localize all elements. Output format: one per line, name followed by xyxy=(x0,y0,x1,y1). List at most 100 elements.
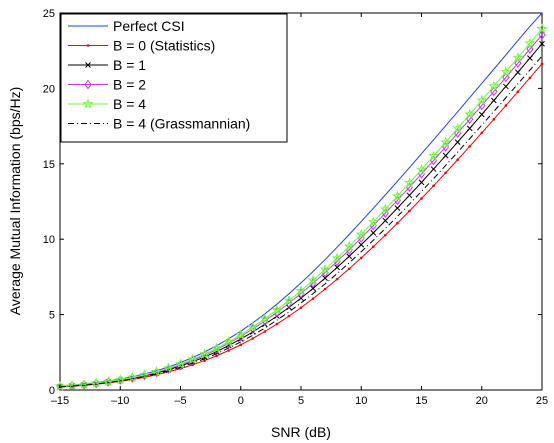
data-point xyxy=(82,98,94,109)
x-tick-label: 10 xyxy=(355,395,367,407)
data-point xyxy=(504,104,508,107)
data-point xyxy=(480,131,484,135)
data-point xyxy=(396,221,399,225)
data-point xyxy=(515,69,521,76)
legend-entry: B = 2 xyxy=(68,77,146,93)
data-point xyxy=(346,253,353,260)
x-tick-label: 0 xyxy=(238,395,244,407)
legend-label: B = 2 xyxy=(113,77,146,93)
data-point xyxy=(404,177,415,188)
data-point xyxy=(502,83,509,90)
data-point xyxy=(514,58,522,69)
x-tick-label: 20 xyxy=(476,395,488,407)
data-point xyxy=(85,62,91,68)
data-point xyxy=(90,377,102,388)
data-point xyxy=(384,233,387,237)
data-point xyxy=(444,171,447,175)
data-point xyxy=(84,79,92,90)
x-tick-label: 15 xyxy=(415,395,427,407)
data-point xyxy=(235,329,247,340)
axis-ticks: –15 –10 –5 0 5 10 15 20 25 0 5 10 15 20 25 xyxy=(43,8,548,407)
legend-entry: B = 4 (Grassmannian) xyxy=(68,116,250,132)
data-point xyxy=(322,275,328,281)
data-point xyxy=(516,90,520,94)
data-point xyxy=(380,203,391,214)
data-point xyxy=(319,263,331,275)
data-point xyxy=(295,285,307,296)
legend: Perfect CSI B = 0 (Statistics) B = 1 B = 2 B… xyxy=(60,13,288,143)
data-point xyxy=(476,94,488,105)
legend-entries: Perfect CSI B = 0 (Statistics) B = 1 B = 2 B… xyxy=(68,18,250,132)
data-point xyxy=(502,72,510,83)
data-point xyxy=(538,30,546,40)
y-tick-label: 20 xyxy=(43,83,55,95)
data-point xyxy=(408,209,411,213)
data-point xyxy=(456,158,459,162)
data-point xyxy=(540,62,544,66)
data-point xyxy=(392,190,403,201)
data-point xyxy=(310,285,316,292)
data-point xyxy=(66,380,78,391)
data-point xyxy=(416,163,427,175)
legend-entry: B = 0 (Statistics) xyxy=(68,38,215,54)
data-point xyxy=(528,76,532,80)
legend-label: B = 0 (Statistics) xyxy=(113,38,215,54)
x-tick-label: 25 xyxy=(536,395,548,407)
data-point xyxy=(420,197,423,200)
data-point xyxy=(263,330,267,333)
data-point xyxy=(343,240,355,251)
data-point xyxy=(227,349,230,352)
series-lines xyxy=(54,12,548,392)
data-point xyxy=(251,337,255,340)
data-point xyxy=(382,217,389,224)
data-point xyxy=(102,376,114,387)
x-tick-label: –5 xyxy=(174,395,186,407)
data-point xyxy=(211,342,222,353)
data-point xyxy=(323,287,327,291)
data-point xyxy=(500,66,512,77)
legend-label: B = 4 (Grassmannian) xyxy=(113,116,250,132)
data-point xyxy=(199,348,210,359)
data-point xyxy=(490,97,497,104)
data-point xyxy=(536,23,548,34)
data-point xyxy=(367,216,379,227)
data-point xyxy=(139,369,150,380)
data-point xyxy=(526,44,534,54)
series-0 xyxy=(59,12,543,387)
data-point xyxy=(454,139,461,145)
legend-entry: Perfect CSI xyxy=(68,18,185,34)
series-4 xyxy=(54,23,548,391)
data-point xyxy=(175,358,186,369)
legend-entry: B = 1 xyxy=(68,57,146,73)
data-point xyxy=(442,152,449,159)
x-axis-label: SNR (dB) xyxy=(271,424,331,440)
data-point xyxy=(215,354,218,358)
data-point xyxy=(187,353,198,364)
series-line xyxy=(59,55,543,388)
data-point xyxy=(311,297,315,300)
data-point xyxy=(539,40,545,47)
data-point xyxy=(394,205,401,211)
y-tick-label: 0 xyxy=(49,385,55,397)
data-point xyxy=(163,362,174,373)
data-point xyxy=(488,80,500,91)
data-point xyxy=(492,118,496,121)
data-point xyxy=(355,228,367,239)
x-tick-label: –10 xyxy=(111,395,129,407)
data-point xyxy=(271,304,283,315)
data-point xyxy=(430,166,437,172)
data-point xyxy=(86,44,90,47)
data-point xyxy=(466,125,473,132)
legend-box xyxy=(60,13,288,143)
data-point xyxy=(406,192,413,199)
data-point xyxy=(370,230,377,236)
series-line xyxy=(59,12,543,387)
data-point xyxy=(275,322,279,326)
data-point xyxy=(247,321,259,332)
data-point xyxy=(287,314,291,318)
data-point xyxy=(239,343,243,347)
y-tick-label: 10 xyxy=(43,234,55,246)
data-point xyxy=(126,371,138,383)
data-point xyxy=(358,241,365,248)
